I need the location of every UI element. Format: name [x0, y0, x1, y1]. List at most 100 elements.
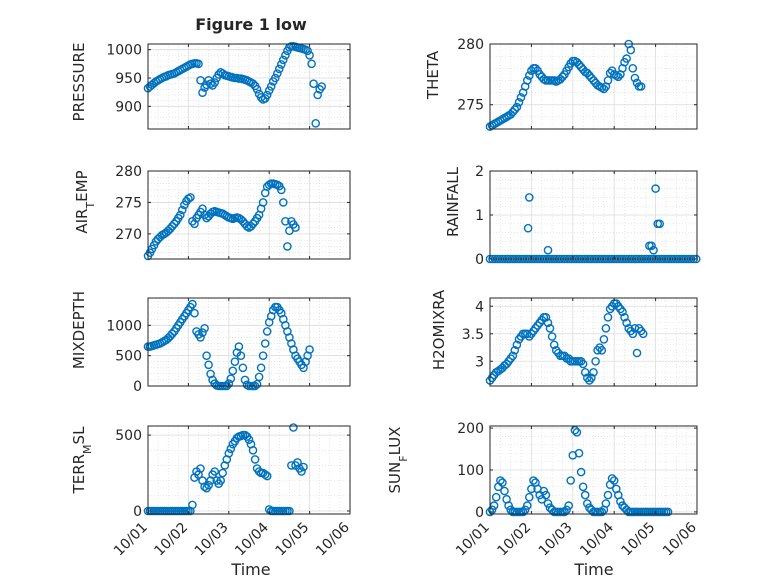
h2omixra-data-point [545, 323, 555, 333]
h2omixra-data-point [620, 312, 629, 322]
sun-flux-data-point [603, 490, 613, 500]
subplot-rainfall: RAINFALL [444, 166, 462, 237]
h2omixra-data-point [589, 367, 598, 377]
terr-msl-data-point [262, 471, 272, 481]
pressure-data-point [270, 73, 280, 83]
ylabel-theta: THETA [424, 50, 442, 100]
mixdepth-data-point [236, 351, 246, 361]
terr-msl-data-point [204, 480, 213, 490]
air-temp-data-point [276, 185, 286, 195]
sun-flux-data-point [520, 505, 530, 515]
ylabel-pressure: PRESSURE [70, 43, 88, 122]
theta-y-tick-label: 275 [457, 98, 484, 114]
pressure-data-point [266, 82, 276, 91]
mixdepth-data-point [256, 363, 266, 373]
pressure-data-point [194, 59, 203, 69]
sun-flux-data-point [663, 507, 673, 517]
theta-data-point [583, 68, 592, 78]
air-temp-y-tick-label: 270 [115, 227, 142, 243]
mixdepth-data-point [234, 342, 244, 351]
terr-msl-data-point [210, 467, 219, 476]
air-temp-data-point [291, 223, 300, 232]
air-temp-data-point [175, 210, 185, 220]
theta-data-point [558, 72, 567, 82]
sun-flux-data-point [523, 501, 532, 510]
h2omixra-data-point [578, 359, 588, 369]
mixdepth-data-point [228, 366, 238, 376]
h2omixra-data-point [601, 323, 611, 333]
mixdepth-data-point [305, 345, 314, 354]
pressure-data-point [311, 119, 321, 128]
sun-flux-y-tick-label: 100 [457, 463, 484, 479]
theta-data-point [514, 98, 524, 107]
theta-data-point [574, 60, 584, 69]
rainfall-data-point [525, 193, 534, 202]
pressure-data-point [262, 90, 272, 100]
terr-msl-data-point [224, 448, 234, 458]
air-temp-data-point [190, 219, 199, 229]
h2omixra-data-point [632, 348, 642, 358]
ylabel-h2omixra: H2OMIXRA [430, 289, 448, 370]
theta-data-point [587, 73, 596, 83]
terr-msl-data-point [248, 445, 258, 455]
pressure-data-point [214, 70, 223, 79]
subplot-air-temp: AIRTEMP [73, 170, 97, 233]
terr-msl-data-point [297, 467, 306, 476]
theta-data-point [599, 84, 609, 94]
pressure-data-point [281, 51, 290, 60]
rainfall-data-point [523, 223, 533, 233]
mixdepth-data-point [226, 374, 236, 384]
terr-msl-data-point [244, 435, 254, 445]
subplot-pressure: PRESSURE [70, 43, 88, 122]
rainfall-data-point [647, 241, 656, 251]
sun-flux-data-point [578, 482, 588, 492]
air-temp-data-point [248, 219, 258, 229]
pressure-data-point [307, 59, 316, 69]
sun-flux-data-point [500, 486, 509, 496]
theta-axes-box [489, 43, 698, 130]
sun-flux-data-point [574, 448, 584, 458]
theta-data-point [566, 59, 576, 68]
pressure-data-point [309, 79, 318, 88]
pressure-y-tick-label: 1000 [106, 43, 142, 59]
theta-data-point [510, 105, 520, 114]
pressure-data-point [210, 78, 219, 87]
sun-flux-data-point [583, 499, 592, 508]
air-temp-data-point [246, 221, 256, 231]
sun-flux-data-point [601, 499, 611, 508]
sun-flux-data-point [562, 505, 571, 515]
sun-flux-data-point [529, 476, 538, 485]
mixdepth-plot-area [148, 298, 350, 386]
subplot-terr-msl: TERRMSL [70, 426, 94, 495]
subplot-sun-flux: SUNFLUX [386, 427, 410, 494]
terr-msl-data-point [250, 455, 260, 464]
sun-flux-data-point [609, 476, 619, 485]
h2omixra-data-point [599, 334, 609, 344]
mixdepth-data-point [240, 375, 250, 385]
sun-flux-data-point [597, 507, 607, 517]
mixdepth-data-point [202, 351, 211, 361]
pressure-data-point [317, 82, 327, 91]
mixdepth-data-point [260, 339, 270, 348]
h2omixra-data-point [603, 312, 613, 322]
sun-flux-data-point [541, 490, 551, 500]
terr-msl-data-point [285, 506, 294, 516]
terr-msl-data-point [299, 462, 308, 472]
h2omixra-data-point [512, 340, 522, 350]
h2omixra-data-point [547, 332, 557, 341]
xlabel-right: Time [573, 560, 613, 579]
sun-flux-data-point [560, 507, 569, 517]
sun-flux-data-point [527, 484, 536, 494]
air-temp-data-point [186, 193, 195, 202]
pressure-data-point [196, 76, 205, 85]
mixdepth-y-tick-label: 500 [115, 349, 142, 365]
air-temp-data-point [281, 216, 290, 226]
h2omixra-data-point [508, 351, 518, 361]
mixdepth-y-tick-label: 0 [133, 379, 142, 395]
mixdepth-data-point [238, 363, 248, 373]
pressure-data-point [202, 80, 211, 90]
mixdepth-data-point [167, 329, 177, 339]
theta-data-point [516, 93, 526, 102]
h2omixra-data-point [597, 345, 607, 355]
